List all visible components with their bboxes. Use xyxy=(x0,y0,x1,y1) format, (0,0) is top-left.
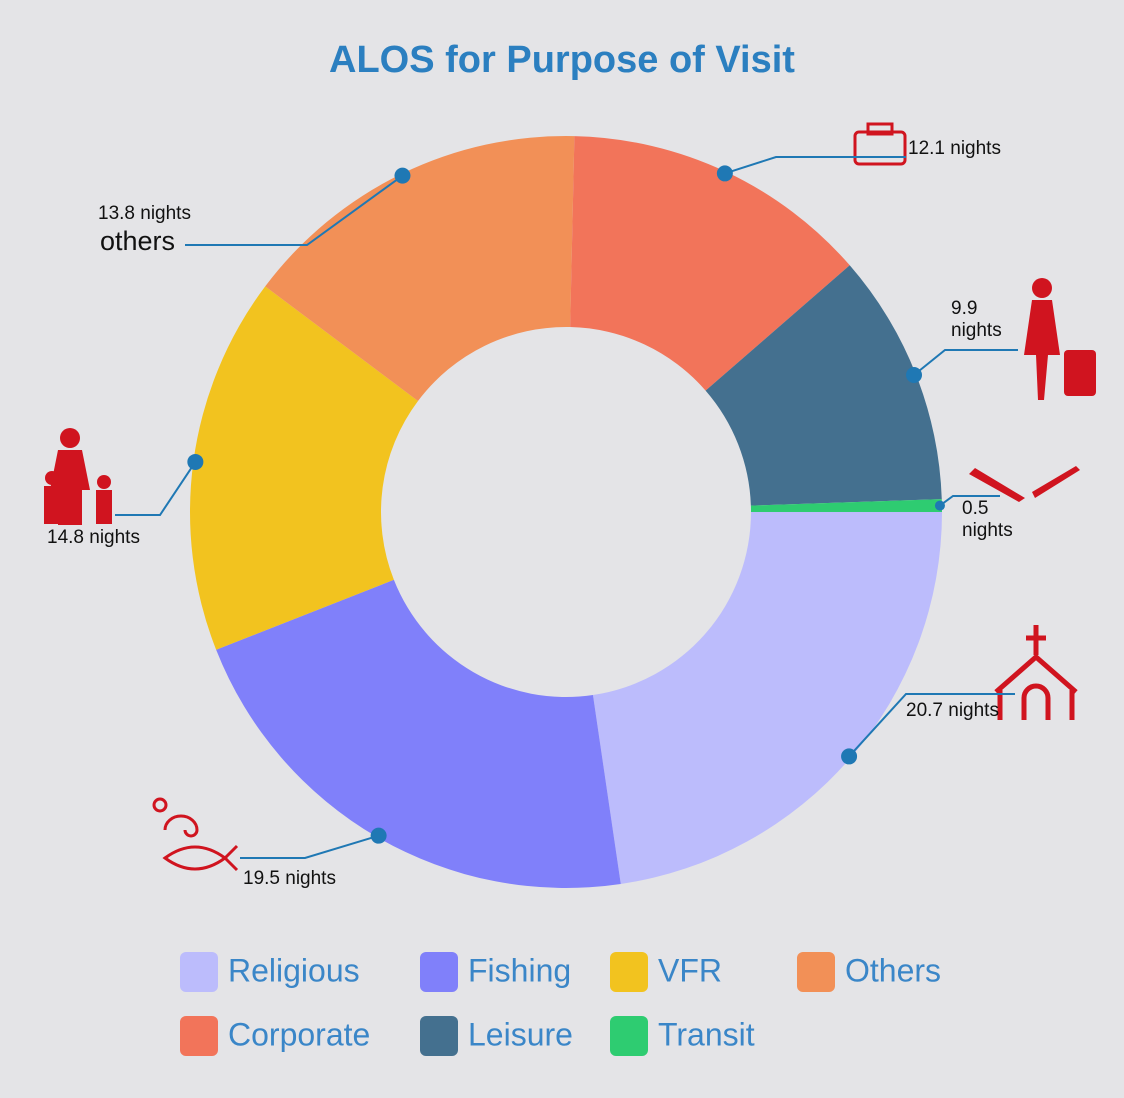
church-cross xyxy=(1026,625,1046,655)
chart-title: ALOS for Purpose of Visit xyxy=(329,39,795,81)
legend-swatch xyxy=(610,952,648,992)
value-label: 19.5 nights xyxy=(243,868,373,890)
briefcase-icon xyxy=(855,132,905,164)
value-label: 12.1 nights xyxy=(908,138,1038,160)
legend-swatch xyxy=(610,1016,648,1056)
legend-label: Corporate xyxy=(228,1016,370,1052)
leader-line xyxy=(115,462,195,515)
slice xyxy=(593,512,942,884)
leader-dot xyxy=(906,367,922,383)
legend-label: Religious xyxy=(228,952,360,988)
leader-dot xyxy=(394,168,410,184)
hook-icon xyxy=(165,816,197,836)
suitcase-icon xyxy=(1064,350,1096,396)
legend-swatch xyxy=(420,952,458,992)
leader-dot xyxy=(935,501,945,511)
traveler-body xyxy=(1024,300,1060,400)
value-label: 14.8 nights xyxy=(47,527,177,549)
legend-label: Leisure xyxy=(468,1016,573,1052)
legend-label: Others xyxy=(845,952,941,988)
leader-dot xyxy=(717,165,733,181)
legend-label: Transit xyxy=(658,1016,755,1052)
page: ALOS for Purpose of Visit Religious Fishi… xyxy=(0,0,1124,1098)
value-label: 13.8 nights xyxy=(98,203,228,225)
legend: Religious Fishing VFR Others Corporate Leisur… xyxy=(180,952,941,1056)
leader-line xyxy=(240,836,379,858)
legend-label: Fishing xyxy=(468,952,571,988)
fish-icon xyxy=(165,846,237,870)
traveler-icon xyxy=(1032,278,1052,298)
legend-swatch xyxy=(420,1016,458,1056)
leader-dot xyxy=(371,828,387,844)
chart: ALOS for Purpose of Visit Religious Fishi… xyxy=(0,0,1124,1098)
leader-dot xyxy=(841,748,857,764)
leader-line xyxy=(914,350,1018,375)
legend-swatch xyxy=(180,952,218,992)
legend-swatch xyxy=(180,1016,218,1056)
briefcase-handle xyxy=(868,124,892,134)
donut xyxy=(190,136,942,888)
leader-dot xyxy=(187,454,203,470)
legend-label: VFR xyxy=(658,952,722,988)
value-label: 20.7 nights xyxy=(906,700,1036,722)
value-label: 0.5 nights xyxy=(962,498,1012,542)
legend-swatch xyxy=(797,952,835,992)
family-icon xyxy=(60,428,80,448)
value-label: 9.9 nights xyxy=(951,298,1001,342)
slice xyxy=(216,580,621,888)
annotation: others xyxy=(100,226,175,256)
